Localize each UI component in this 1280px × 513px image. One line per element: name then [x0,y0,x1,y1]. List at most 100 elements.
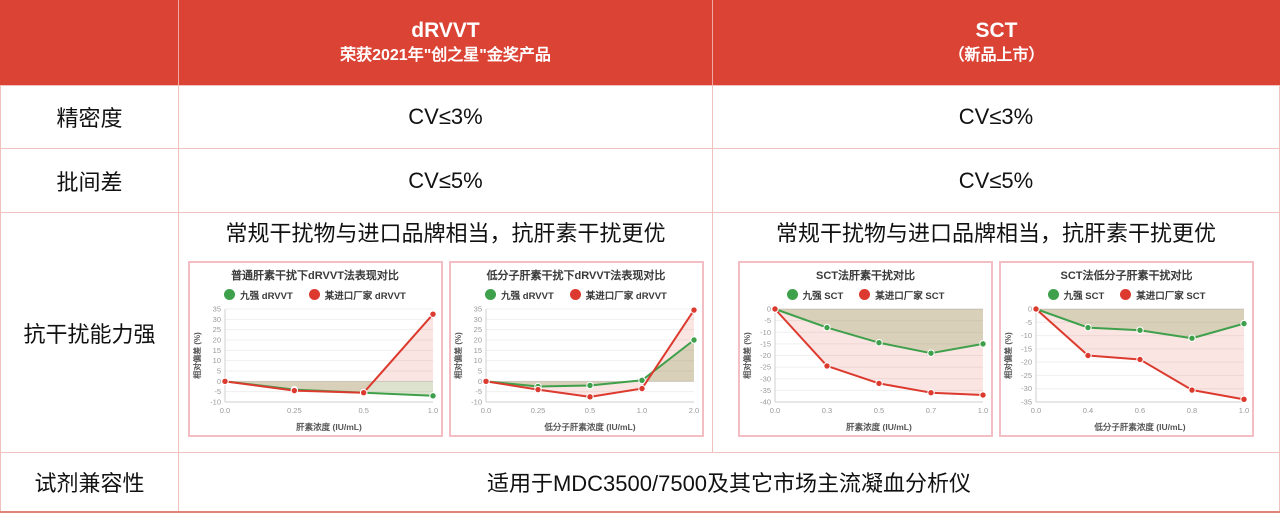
svg-text:10: 10 [473,356,481,365]
svg-text:-5: -5 [214,387,221,396]
legend-label: 九强 dRVVT [240,290,293,302]
svg-text:30: 30 [473,315,481,324]
svg-text:相对偏差 (%): 相对偏差 (%) [742,332,752,379]
legend-item: 某进口厂家 SCT [1120,288,1205,302]
svg-text:-10: -10 [471,397,482,406]
batch-variation-drvvt-value: CV≤5% [178,148,712,212]
row-label-precision: 精密度 [0,85,178,148]
svg-text:-20: -20 [1021,357,1032,366]
svg-text:低分子肝素浓度 (IU/mL): 低分子肝素浓度 (IU/mL) [1093,422,1185,432]
row-label-compatibility: 试剂兼容性 [0,452,178,511]
sct-charts-row: SCT法肝素干扰对比 九强 SCT 某进口厂家 SCT 0 -5 -10 -15 -20 -25… [713,260,1279,437]
legend-item: 某进口厂家 dRVVT [569,288,667,302]
svg-text:5: 5 [477,366,481,375]
svg-text:低分子肝素浓度 (IU/mL): 低分子肝素浓度 (IU/mL) [543,422,635,432]
row-label-interference: 抗干扰能力强 [0,212,178,452]
svg-text:0: 0 [216,377,220,386]
batch-variation-sct-value: CV≤5% [712,148,1280,212]
svg-text:0.25: 0.25 [530,406,545,415]
legend-dot-icon [308,289,320,301]
legend-item: 九强 SCT [1047,288,1105,302]
svg-text:肝素浓度 (IU/mL): 肝素浓度 (IU/mL) [846,422,912,432]
legend-dot-icon [569,289,581,301]
svg-text:25: 25 [473,325,481,334]
interference-sct-caption: 常规干扰物与进口品牌相当，抗肝素干扰更优 [775,221,1216,246]
svg-text:0.0: 0.0 [219,406,229,415]
sct-column-title: SCT [975,19,1018,43]
svg-text:0.5: 0.5 [358,406,368,415]
sct-column-subtitle: （新品上市） [948,47,1045,65]
legend-label: 九强 dRVVT [501,290,554,302]
legend-item: 九强 dRVVT [485,288,554,302]
svg-text:-5: -5 [475,387,482,396]
svg-text:-5: -5 [1025,318,1032,327]
svg-text:-40: -40 [760,397,771,406]
svg-text:-35: -35 [760,386,771,395]
svg-text:35: 35 [473,304,481,313]
precision-drvvt-value: CV≤3% [178,85,712,148]
svg-text:-15: -15 [1021,344,1032,353]
legend-label: 某进口厂家 SCT [1136,290,1206,302]
svg-text:0.8: 0.8 [1187,406,1197,415]
drvvt-charts-row: 普通肝素干扰下dRVVT法表现对比九强 dRVVT 某进口厂家 dRVVT 35 30… [179,260,712,437]
svg-text:-35: -35 [1021,397,1032,406]
precision-sct-value: CV≤3% [712,85,1280,148]
drvvt-column-subtitle: 荣获2021年"创之星"金奖产品 [340,47,551,65]
svg-text:15: 15 [212,346,220,355]
svg-text:-30: -30 [1021,384,1032,393]
svg-text:1.0: 1.0 [978,406,988,415]
legend-dot-icon [224,289,236,301]
chart-sct-heparin: SCT法肝素干扰对比 九强 SCT 某进口厂家 SCT 0 -5 -10 -15 -20 -25… [738,260,993,437]
chart-legend: 九强 SCT 某进口厂家 SCT [1047,288,1205,302]
legend-item: 某进口厂家 SCT [859,288,944,302]
svg-text:-10: -10 [210,397,221,406]
legend-dot-icon [1120,289,1132,301]
svg-text:1.0: 1.0 [427,406,437,415]
legend-label: 九强 SCT [1063,290,1105,302]
svg-text:0: 0 [1028,304,1032,313]
header-column-drvvt: dRVVT 荣获2021年"创之星"金奖产品 [178,0,712,85]
svg-text:25: 25 [212,325,220,334]
legend-label: 某进口厂家 dRVVT [585,290,667,302]
interference-sct-cell: 常规干扰物与进口品牌相当，抗肝素干扰更优 SCT法肝素干扰对比 九强 SCT 某进口… [712,212,1280,452]
svg-text:35: 35 [212,304,220,313]
svg-text:0.0: 0.0 [770,406,780,415]
header-empty-cell [0,0,178,85]
legend-dot-icon [786,289,798,301]
chart-drvvt-lmwh: 低分子肝素干扰下dRVVT法表现对比 九强 dRVVT 某进口厂家 dRVVT 35 3… [448,260,704,437]
svg-text:0.3: 0.3 [822,406,832,415]
svg-text:相对偏差 (%): 相对偏差 (%) [1003,332,1013,379]
svg-text:相对偏差 (%): 相对偏差 (%) [192,332,202,379]
svg-text:-10: -10 [760,328,771,337]
svg-text:0.25: 0.25 [287,406,302,415]
row-label-batch-variation: 批间差 [0,148,178,212]
legend-dot-icon [1047,289,1059,301]
svg-text:0.5: 0.5 [584,406,594,415]
legend-label: 某进口厂家 SCT [875,290,945,302]
chart-title: 普通肝素干扰下dRVVT法表现对比 [231,269,399,282]
drvvt-column-title: dRVVT [411,19,480,43]
svg-text:0.4: 0.4 [1083,406,1093,415]
compatibility-value: 适用于MDC3500/7500及其它市场主流凝血分析仪 [178,452,1280,511]
legend-label: 某进口厂家 dRVVT [324,290,406,302]
legend-label: 九强 SCT [802,290,844,302]
svg-text:15: 15 [473,346,481,355]
svg-text:-25: -25 [760,362,771,371]
chart-title: SCT法低分子肝素干扰对比 [1060,269,1193,282]
interference-drvvt-caption: 常规干扰物与进口品牌相当，抗肝素干扰更优 [225,221,666,246]
svg-text:-30: -30 [760,374,771,383]
header-column-sct: SCT （新品上市） [712,0,1280,85]
svg-text:-20: -20 [760,351,771,360]
chart-plot: 0 -5 -10 -15 -20 -25 -30 -35 -400.0 0.3 0.5 0.7 1.0 肝… [742,304,988,432]
legend-item: 某进口厂家 dRVVT [308,288,406,302]
svg-text:-15: -15 [760,339,771,348]
svg-text:0.0: 0.0 [1031,406,1041,415]
chart-plot: 0 -5 -10 -15 -20 -25 -30 -350.0 0.4 0.6 0.8 1.0 低分子肝… [1003,304,1249,432]
svg-text:0.0: 0.0 [480,406,490,415]
svg-text:5: 5 [216,366,220,375]
svg-text:-10: -10 [1021,331,1032,340]
svg-text:0.7: 0.7 [926,406,936,415]
